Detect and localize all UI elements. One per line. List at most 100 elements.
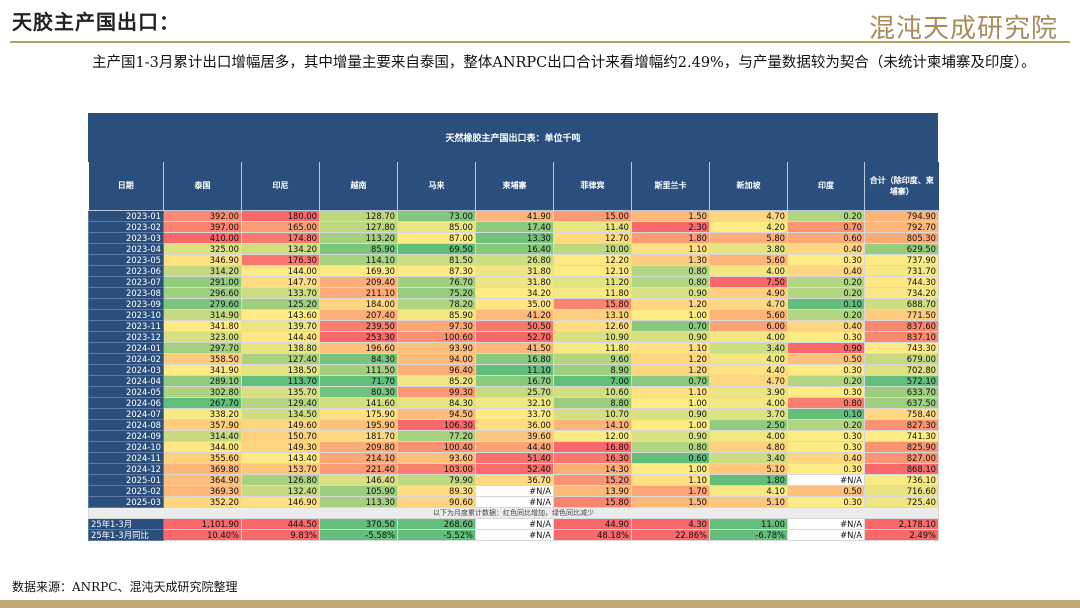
value-cell: 11.10 <box>475 363 554 376</box>
value-cell: 85.00 <box>397 220 476 233</box>
value-cell: 4.80 <box>709 440 788 453</box>
date-cell: 2024-12 <box>88 462 164 475</box>
note-row: 以下为月度累计数据：红色同比增加，绿色同比减少 <box>88 506 939 519</box>
value-cell: 16.40 <box>475 242 554 255</box>
value-cell: 837.10 <box>864 330 939 343</box>
value-cell: 3.70 <box>709 407 788 420</box>
value-cell: 369.80 <box>163 462 242 475</box>
date-cell: 2023-11 <box>88 319 164 332</box>
value-cell: 7.50 <box>709 275 788 288</box>
value-cell: 14.10 <box>553 418 632 431</box>
value-cell: 132.40 <box>241 484 320 497</box>
column-header: 印度 <box>787 162 865 211</box>
table-row: 2023-06 314.20 144.00 169.30 87.30 31.80 12.10… <box>88 264 939 277</box>
value-cell: 84.30 <box>397 396 476 409</box>
value-cell: 1.00 <box>631 308 710 321</box>
value-cell: 36.00 <box>475 418 554 431</box>
value-cell: 0.30 <box>787 330 865 343</box>
value-cell: 211.10 <box>319 286 398 299</box>
cumulative-row: 25年1-3月 1,101.90 444.50 370.50 268.60 #N/A 44.… <box>88 517 939 530</box>
summary-value-cell: 4.30 <box>631 517 710 530</box>
value-cell: 111.50 <box>319 363 398 376</box>
value-cell: 44.40 <box>475 440 554 453</box>
value-cell: 149.30 <box>241 440 320 453</box>
value-cell: 41.20 <box>475 308 554 321</box>
table-row: 2024-08 357.90 149.60 195.90 106.30 36.00 14.1… <box>88 418 939 431</box>
value-cell: 0.40 <box>787 451 865 464</box>
value-cell: #N/A <box>787 473 865 486</box>
value-cell: 52.70 <box>475 330 554 343</box>
value-cell: 572.10 <box>864 374 939 387</box>
column-header: 泰国 <box>163 162 242 211</box>
table-row: 2025-01 364.90 126.80 146.40 79.90 36.70 15.20… <box>88 473 939 486</box>
value-cell: 14.30 <box>553 462 632 475</box>
value-cell: 346.90 <box>163 253 242 266</box>
value-cell: 771.50 <box>864 308 939 321</box>
value-cell: 737.90 <box>864 253 939 266</box>
value-cell: 12.70 <box>553 231 632 244</box>
value-cell: 73.00 <box>397 209 476 222</box>
table-row: 2023-04 325.00 134.20 85.90 69.50 16.40 10.00 1… <box>88 242 939 255</box>
value-cell: 0.30 <box>787 495 865 508</box>
date-cell: 2024-09 <box>88 429 164 442</box>
table-row: 2024-03 341.90 138.50 111.50 96.40 11.10 8.90 1… <box>88 363 939 376</box>
value-cell: 77.20 <box>397 429 476 442</box>
value-cell: 12.60 <box>553 319 632 332</box>
value-cell: 50.50 <box>475 319 554 332</box>
summary-value-cell: #N/A <box>787 528 865 541</box>
value-cell: 352.20 <box>163 495 242 508</box>
value-cell: 78.20 <box>397 297 476 310</box>
value-cell: 0.30 <box>787 363 865 376</box>
table-row: 2024-07 338.20 134.50 175.90 94.50 33.70 10.70… <box>88 407 939 420</box>
date-cell: 2023-07 <box>88 275 164 288</box>
value-cell: 17.40 <box>475 220 554 233</box>
value-cell: 1.20 <box>631 352 710 365</box>
column-header: 柬埔寨 <box>475 162 554 211</box>
value-cell: 736.10 <box>864 473 939 486</box>
value-cell: 13.10 <box>553 308 632 321</box>
value-cell: 1.50 <box>631 209 710 222</box>
value-cell: 180.00 <box>241 209 320 222</box>
value-cell: 16.80 <box>475 352 554 365</box>
value-cell: 4.00 <box>709 264 788 277</box>
value-cell: #N/A <box>475 495 554 508</box>
value-cell: 0.20 <box>787 374 865 387</box>
header-divider <box>10 41 1070 43</box>
value-cell: 10.90 <box>553 330 632 343</box>
value-cell: 827.00 <box>864 451 939 464</box>
date-cell: 2024-06 <box>88 396 164 409</box>
value-cell: 629.50 <box>864 242 939 255</box>
value-cell: 1.10 <box>631 473 710 486</box>
export-table: 日期 泰国 印尼 越南 马来 柬埔寨 菲律宾 斯里兰卡 新加坡 印度 合计（除印度、柬埔寨） 202… <box>88 162 939 541</box>
summary-value-cell: 1,101.90 <box>163 517 242 530</box>
value-cell: 138.50 <box>241 363 320 376</box>
value-cell: 1.70 <box>631 484 710 497</box>
value-cell: 0.90 <box>631 330 710 343</box>
value-cell: 90.60 <box>397 495 476 508</box>
value-cell: 731.70 <box>864 264 939 277</box>
value-cell: 0.80 <box>787 396 865 409</box>
value-cell: 143.60 <box>241 308 320 321</box>
value-cell: 126.80 <box>241 473 320 486</box>
value-cell: 0.10 <box>787 297 865 310</box>
value-cell: 4.00 <box>709 429 788 442</box>
value-cell: 827.30 <box>864 418 939 431</box>
value-cell: 195.90 <box>319 418 398 431</box>
value-cell: 175.90 <box>319 407 398 420</box>
table-row: 2023-10 314.90 143.60 207.40 85.90 41.20 13.10… <box>88 308 939 321</box>
value-cell: 289.10 <box>163 374 242 387</box>
value-cell: 207.40 <box>319 308 398 321</box>
value-cell: 32.10 <box>475 396 554 409</box>
value-cell: 0.30 <box>787 429 865 442</box>
date-cell: 2024-05 <box>88 385 164 398</box>
date-cell: 2023-10 <box>88 308 164 321</box>
value-cell: 0.20 <box>787 275 865 288</box>
date-cell: 2023-09 <box>88 297 164 310</box>
value-cell: 144.00 <box>241 264 320 277</box>
value-cell: 12.00 <box>553 429 632 442</box>
value-cell: 1.00 <box>631 418 710 431</box>
value-cell: 196.60 <box>319 341 398 354</box>
column-header: 日期 <box>88 162 164 211</box>
summary-value-cell: 2.49% <box>864 528 939 541</box>
summary-value-cell: -5.52% <box>397 528 476 541</box>
